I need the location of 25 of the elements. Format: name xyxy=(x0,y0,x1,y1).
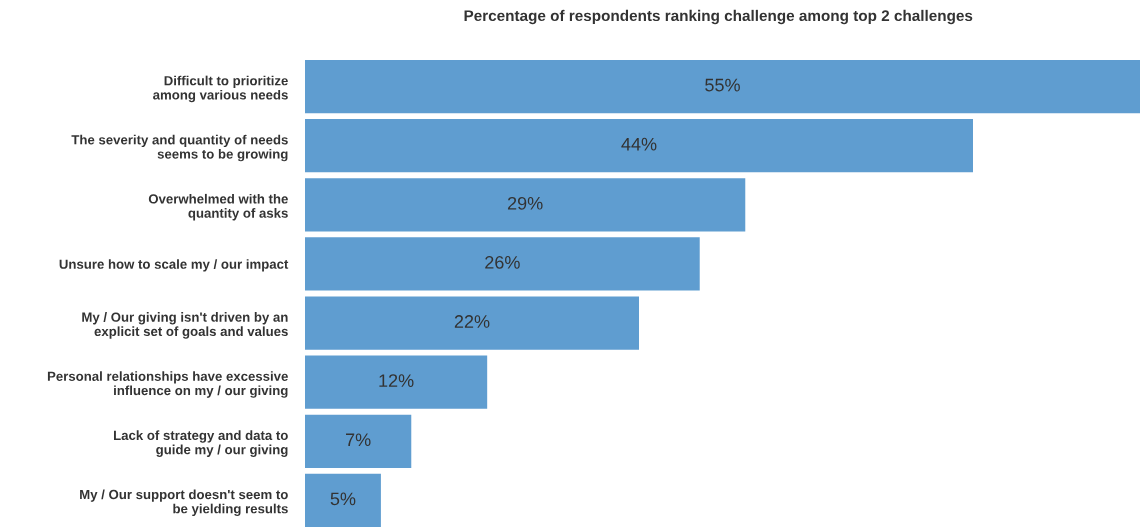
bar xyxy=(305,178,746,232)
bar xyxy=(305,237,700,291)
y-tick-label: Overwhelmed with the quantity of asks xyxy=(148,193,288,221)
data-label: 22% xyxy=(454,315,490,328)
data-label: 44% xyxy=(621,137,657,151)
y-tick-label: Unsure how to scale my / our impact xyxy=(59,259,289,272)
data-label: 55% xyxy=(705,78,740,92)
bar xyxy=(305,355,488,409)
bar xyxy=(305,296,639,350)
bar xyxy=(305,473,381,527)
y-tick-label: Difficult to prioritize among various needs xyxy=(153,75,288,103)
y-tick-label: Lack of strategy and data to guide my / our giving xyxy=(114,430,288,457)
data-label: 26% xyxy=(485,256,520,269)
data-label: 7% xyxy=(346,433,371,447)
y-tick-label: Personal relationships have excessive influence on my / our giving xyxy=(47,371,288,398)
data-label: 12% xyxy=(379,374,414,387)
chart-title: Percentage of respondents ranking challenge among top 2 challenges xyxy=(464,9,973,25)
data-label: 29% xyxy=(507,196,543,210)
y-tick-label: My / Our giving isn't driven by an explicit set of goals and values xyxy=(82,312,288,339)
bar xyxy=(305,414,412,468)
bar xyxy=(305,119,973,173)
y-tick-label: My / Our support doesn't seem to be yielding results xyxy=(80,489,288,517)
y-tick-label: The severity and quantity of needs seems to be growing xyxy=(71,134,288,162)
data-label: 5% xyxy=(330,492,356,506)
bar xyxy=(305,60,1140,114)
